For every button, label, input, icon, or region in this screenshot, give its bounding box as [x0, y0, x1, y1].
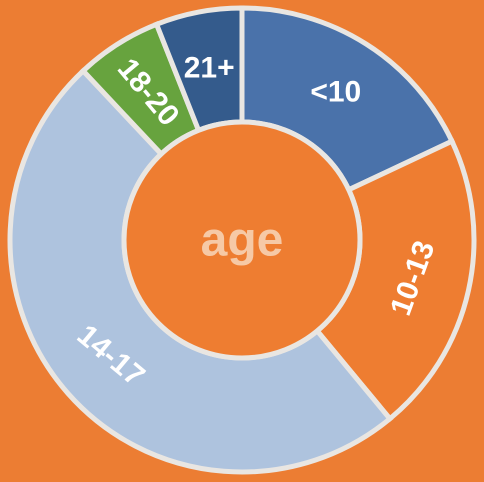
- slice-label: 21+: [184, 52, 235, 85]
- slice-label: <10: [310, 76, 361, 109]
- chart-title: age: [201, 214, 284, 267]
- center-hole: [121, 119, 363, 361]
